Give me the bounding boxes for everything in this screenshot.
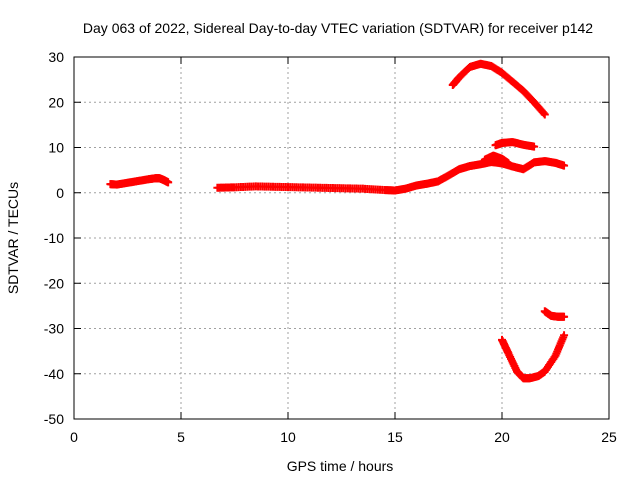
x-tick-label: 20	[494, 429, 510, 445]
x-tick-label: 5	[177, 429, 185, 445]
x-axis-label: GPS time / hours	[287, 458, 394, 474]
x-tick-label: 15	[387, 429, 403, 445]
x-tick-label: 10	[280, 429, 296, 445]
series-segment-3	[448, 59, 549, 119]
gridlines	[74, 57, 609, 419]
series-segment-5	[480, 151, 513, 168]
y-tick-label: -10	[44, 230, 64, 246]
y-tick-label: -40	[44, 366, 64, 382]
y-axis-label: SDTVAR / TECUs	[5, 182, 21, 294]
data-point	[504, 159, 513, 168]
y-tick-label: 20	[48, 94, 64, 110]
data-point	[560, 312, 569, 321]
y-tick-label: -20	[44, 275, 64, 291]
y-tick-label: -50	[44, 411, 64, 427]
x-tick-label: 25	[601, 429, 617, 445]
chart-title: Day 063 of 2022, Sidereal Day-to-day VTE…	[83, 20, 593, 36]
data-point	[560, 161, 569, 170]
data-point	[540, 110, 549, 119]
data-point	[530, 142, 539, 151]
y-tick-label: 30	[48, 49, 64, 65]
series-segment-2	[213, 157, 569, 195]
data-point	[164, 178, 173, 187]
plot-frame	[73, 56, 610, 420]
y-tick-label: 10	[48, 140, 64, 156]
data-point	[539, 109, 548, 118]
series-segment-7	[540, 307, 569, 321]
series-segment-4	[491, 138, 539, 151]
axes: 0 5 10 15 20 25 -50 -40 -30 -20 -10 0 10 20 30	[44, 49, 617, 445]
y-tick-label: -30	[44, 321, 64, 337]
x-tick-label: 0	[70, 429, 78, 445]
series-segment-1	[106, 174, 173, 189]
data-point	[560, 331, 569, 340]
data-points	[106, 59, 569, 383]
series-segment-6	[498, 331, 569, 383]
y-tick-label: 0	[56, 185, 64, 201]
